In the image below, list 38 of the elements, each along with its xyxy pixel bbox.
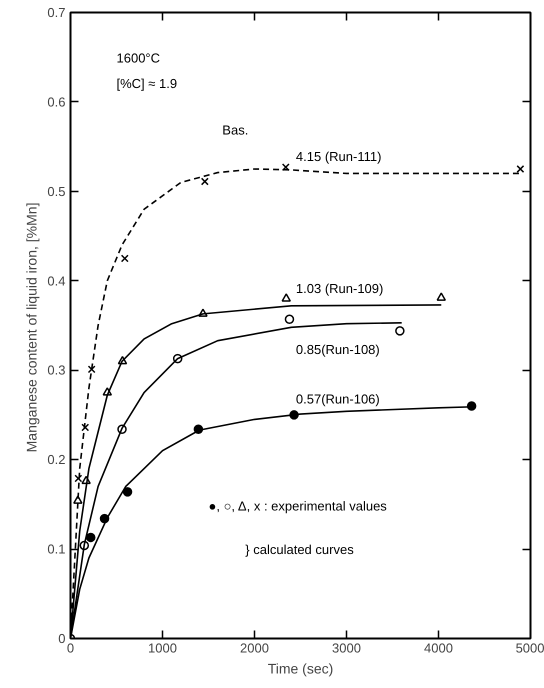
point: [436, 292, 446, 301]
y-axis-title: Manganese content of liquid iron, [%Mn]: [23, 202, 40, 452]
y-tick-label: 0.5: [47, 184, 66, 199]
y-tick-label: 0.3: [47, 362, 66, 378]
point: [281, 293, 291, 302]
annotation: Bas.: [222, 122, 248, 138]
y-tick-label: 0.2: [47, 452, 66, 468]
series-label: 0.85(Run-108): [296, 342, 380, 357]
point: [516, 165, 524, 173]
point: [120, 254, 129, 262]
annotation: 1600°C: [116, 50, 160, 66]
point: [282, 163, 290, 172]
point: [81, 424, 90, 432]
point: [86, 532, 96, 542]
x-tick-label: 1000: [148, 640, 177, 656]
x-tick-label: 4000: [424, 640, 453, 656]
annotation: ●, ○, Δ, x : experimental values: [208, 498, 388, 514]
x-axis-title: Time (sec): [268, 660, 334, 676]
series-label: 4.15 (Run-111): [296, 149, 382, 164]
point: [74, 474, 82, 482]
y-tick-label: 0.6: [47, 94, 66, 110]
point: [122, 487, 132, 497]
x-tick-label: 5000: [516, 640, 544, 656]
point: [88, 365, 96, 374]
x-tick-label: 2000: [240, 640, 269, 656]
series-label: 0.57(Run-106): [296, 392, 380, 407]
annotation: } calculated curves: [245, 542, 354, 558]
y-tick-label: 0.7: [47, 5, 66, 20]
point: [466, 401, 476, 411]
point: [200, 178, 209, 186]
point: [284, 314, 294, 324]
x-tick-label: 3000: [332, 640, 361, 656]
y-tick-label: 0.1: [47, 542, 66, 557]
series-label: 1.03 (Run-109): [296, 280, 384, 296]
annotation: [%C] ≈ 1.9: [116, 76, 178, 91]
point: [395, 326, 405, 336]
y-tick-label: 0: [58, 631, 66, 646]
y-tick-label: 0.4: [47, 273, 66, 288]
